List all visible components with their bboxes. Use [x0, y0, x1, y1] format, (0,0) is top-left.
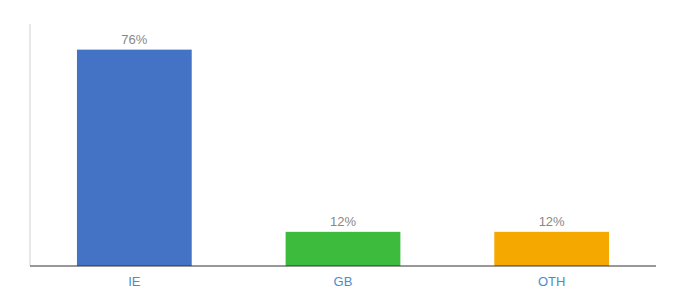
x-tick-label: OTH [538, 274, 565, 289]
data-label: 76% [121, 32, 147, 47]
x-axis-line [30, 265, 656, 266]
chart-container: 76% 12% 12% IE GB OTH [0, 0, 680, 300]
x-tick-label: IE [128, 274, 141, 289]
data-label: 12% [330, 214, 356, 229]
bar [77, 50, 192, 266]
bars [77, 50, 609, 266]
x-tick-label: GB [334, 274, 353, 289]
bar [494, 232, 609, 266]
chart-svg: 76% 12% 12% IE GB OTH [0, 0, 680, 300]
y-axis-line [30, 24, 31, 266]
bar [286, 232, 401, 266]
data-label: 12% [539, 214, 565, 229]
